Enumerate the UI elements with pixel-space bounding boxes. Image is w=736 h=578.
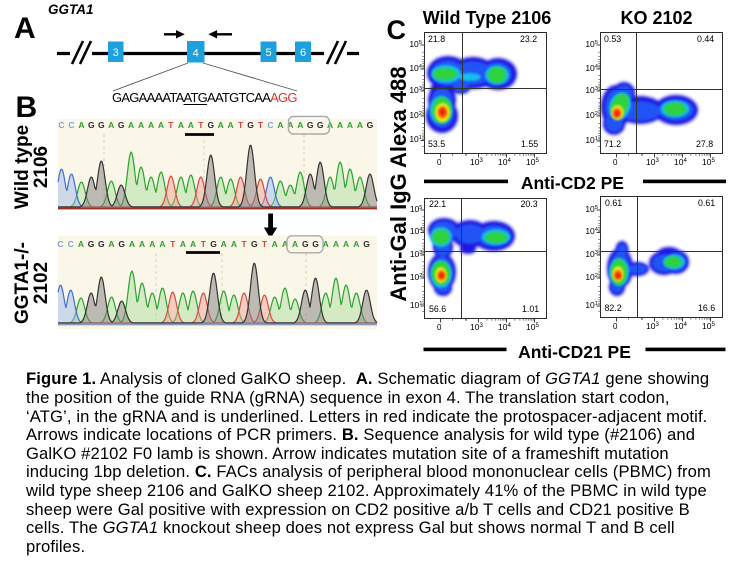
svg-text:5: 5	[265, 47, 271, 59]
svg-text:A: A	[129, 239, 135, 249]
svg-text:A: A	[158, 120, 164, 130]
svg-text:T: T	[170, 239, 176, 249]
svg-text:C: C	[267, 120, 273, 130]
svg-text:A: A	[228, 120, 234, 130]
svg-text:G: G	[207, 120, 214, 130]
svg-text:3: 3	[113, 47, 119, 59]
svg-text:A: A	[178, 120, 184, 130]
svg-text:T: T	[198, 120, 204, 130]
svg-text:A: A	[272, 239, 278, 249]
svg-text:A: A	[188, 120, 194, 130]
svg-text:A: A	[277, 120, 283, 130]
svg-text:A: A	[297, 120, 303, 130]
svg-text:A: A	[353, 239, 359, 249]
svg-text:T: T	[201, 239, 207, 249]
svg-text:G: G	[312, 239, 319, 249]
svg-text:A: A	[78, 239, 84, 249]
svg-text:A: A	[347, 120, 353, 130]
svg-text:A: A	[323, 239, 329, 249]
svg-text:A: A	[159, 239, 165, 249]
svg-text:G: G	[317, 120, 324, 130]
svg-text:A: A	[190, 239, 196, 249]
svg-text:6: 6	[300, 47, 306, 59]
svg-text:A: A	[231, 239, 237, 249]
svg-text:A: A	[149, 239, 155, 249]
svg-text:G: G	[88, 120, 95, 130]
svg-text:G: G	[98, 120, 105, 130]
svg-text:4: 4	[193, 48, 199, 60]
svg-text:G: G	[118, 239, 125, 249]
svg-text:C: C	[58, 120, 64, 130]
svg-text:T: T	[168, 120, 174, 130]
svg-text:A: A	[337, 120, 343, 130]
svg-text:T: T	[262, 239, 268, 249]
svg-text:G: G	[247, 120, 254, 130]
svg-text:G: G	[98, 239, 105, 249]
svg-text:T: T	[258, 120, 264, 130]
svg-text:G: G	[367, 120, 374, 130]
svg-text:A: A	[221, 239, 227, 249]
svg-text:G: G	[118, 120, 125, 130]
svg-text:A: A	[139, 239, 145, 249]
svg-text:G: G	[363, 239, 370, 249]
svg-text:T: T	[241, 239, 247, 249]
svg-text:A: A	[282, 239, 288, 249]
svg-text:C: C	[68, 239, 74, 249]
svg-text:T: T	[238, 120, 244, 130]
svg-text:A: A	[287, 120, 293, 130]
svg-text:C: C	[68, 120, 74, 130]
svg-text:A: A	[218, 120, 224, 130]
svg-text:A: A	[128, 120, 134, 130]
svg-text:A: A	[138, 120, 144, 130]
svg-text:G: G	[251, 239, 258, 249]
svg-text:A: A	[357, 120, 363, 130]
svg-text:A: A	[148, 120, 154, 130]
svg-text:A: A	[343, 239, 349, 249]
svg-text:A: A	[180, 239, 186, 249]
svg-text:A: A	[78, 120, 84, 130]
svg-text:G: G	[307, 120, 314, 130]
svg-text:A: A	[292, 239, 298, 249]
svg-text:G: G	[302, 239, 309, 249]
svg-text:G: G	[88, 239, 95, 249]
svg-text:A: A	[333, 239, 339, 249]
svg-text:G: G	[210, 239, 217, 249]
svg-text:A: A	[108, 239, 114, 249]
svg-text:C: C	[57, 239, 63, 249]
svg-text:A: A	[108, 120, 114, 130]
